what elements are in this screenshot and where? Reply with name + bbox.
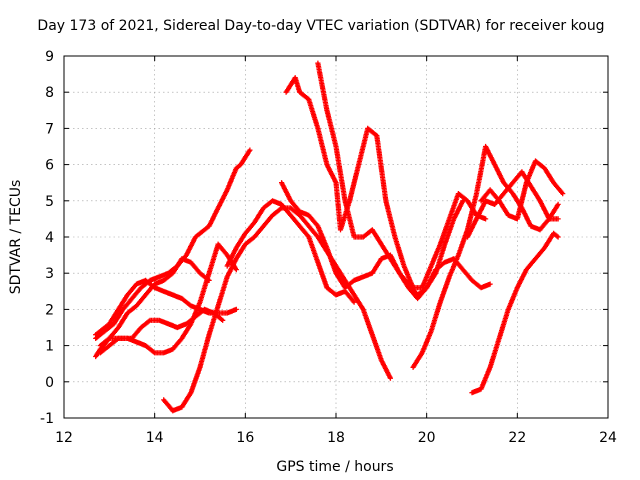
data-series-E — [97, 241, 239, 356]
y-tick-label: -1 — [40, 411, 54, 427]
series-markers — [315, 60, 493, 302]
x-tick-label: 12 — [55, 430, 73, 446]
series-markers — [478, 158, 566, 222]
y-tick-label: 2 — [45, 302, 54, 318]
y-tick-label: 0 — [45, 375, 54, 391]
y-tick-label: 1 — [45, 339, 54, 355]
plot-frame — [63, 55, 609, 419]
series-markers — [97, 241, 239, 356]
x-tick-label: 20 — [418, 430, 436, 446]
data-series-N — [469, 230, 561, 396]
y-tick-label: 6 — [45, 158, 54, 174]
y-tick-label: 3 — [45, 266, 54, 282]
series-markers — [224, 198, 357, 305]
x-tick-label: 24 — [599, 430, 617, 446]
y-tick-label: 8 — [45, 85, 54, 101]
x-tick-label: 22 — [508, 430, 526, 446]
series-markers — [410, 143, 561, 370]
data-traces — [93, 60, 566, 414]
y-tick-label: 4 — [45, 230, 54, 246]
series-markers — [469, 230, 561, 396]
x-axis-title: GPS time / hours — [276, 459, 393, 475]
x-tick-label: 16 — [236, 430, 254, 446]
x-tick-label: 14 — [146, 430, 164, 446]
y-axis-title: SDTVAR / TECUs — [8, 180, 24, 295]
data-series-G — [224, 198, 357, 305]
y-tick-label: 5 — [45, 194, 54, 210]
data-series-J — [315, 60, 493, 302]
x-tick-label: 18 — [327, 430, 345, 446]
data-series-K — [410, 143, 561, 370]
y-tick-label: 7 — [45, 121, 54, 137]
chart-title: Day 173 of 2021, Sidereal Day-to-day VTE… — [37, 18, 604, 34]
data-series-M — [478, 158, 566, 222]
y-tick-label: 9 — [45, 49, 54, 65]
grid-lines — [64, 56, 608, 418]
